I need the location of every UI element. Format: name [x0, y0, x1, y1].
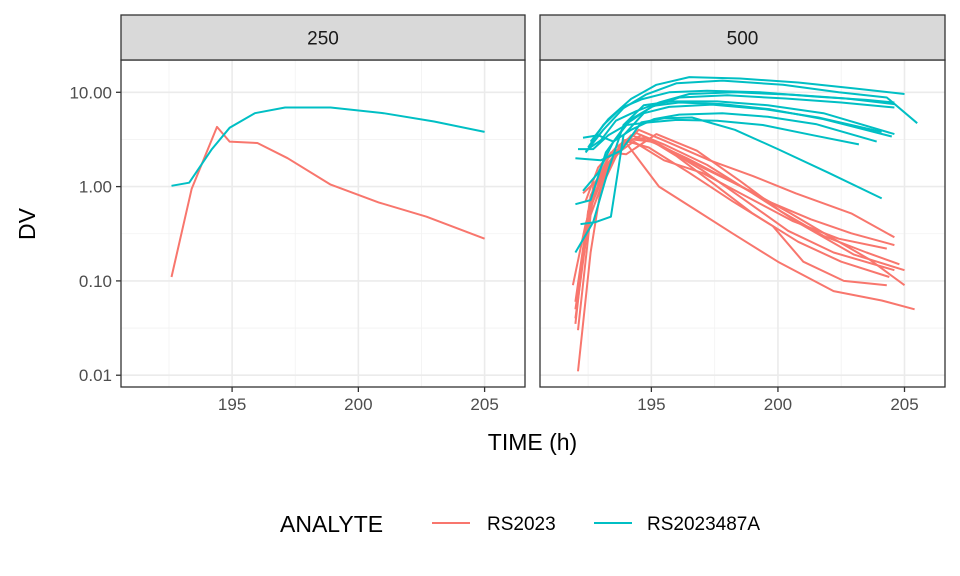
facet-strip: [539, 14, 946, 61]
series-line-rs2023487a: [582, 94, 895, 192]
x-axis-title: TIME (h): [488, 429, 577, 455]
x-tick-label: 195: [218, 395, 246, 414]
legend-label-rs2023487a: RS2023487A: [647, 514, 760, 535]
facet-strip-label: 250: [307, 29, 339, 50]
facet-strip: [120, 14, 526, 61]
series-line-rs2023: [571, 128, 895, 286]
panel-500: 500 195 200 205: [539, 14, 946, 414]
panel-series: [571, 76, 918, 372]
series-line-rs2023: [170, 125, 485, 278]
legend: ANALYTE RS2023 RS2023487A: [280, 511, 760, 537]
series-line-rs2023487a: [575, 116, 883, 200]
series-line-rs2023487a: [589, 76, 905, 143]
chart-panels: 250 195 200 205 0.01 0.10 1.00 10.00 500 195 200 20…: [69, 14, 946, 414]
y-tick-label: 1.00: [79, 178, 112, 197]
panel-250: 250 195 200 205 0.01 0.10 1.00 10.00: [69, 14, 526, 414]
x-tick-label: 200: [764, 395, 792, 414]
legend-title: ANALYTE: [280, 511, 383, 537]
legend-label-rs2023: RS2023: [487, 514, 556, 535]
panel-background: [121, 60, 525, 387]
series-line-rs2023: [574, 142, 915, 311]
series-line-rs2023487a: [578, 118, 860, 151]
series-line-rs2023487a: [580, 103, 882, 226]
x-tick-label: 205: [890, 395, 918, 414]
y-tick-label: 0.10: [79, 272, 112, 291]
series-line-rs2023487a: [584, 79, 918, 154]
y-tick-label: 0.01: [79, 366, 112, 385]
panel-series: [170, 106, 485, 278]
facet-strip-label: 500: [727, 29, 759, 50]
x-tick-label: 200: [344, 395, 372, 414]
x-tick-label: 205: [470, 395, 498, 414]
x-tick-label: 195: [637, 395, 665, 414]
series-line-rs2023487a: [582, 112, 877, 143]
panel-background: [540, 60, 945, 387]
series-line-rs2023487a: [171, 106, 485, 187]
series-line-rs2023: [577, 139, 887, 331]
y-tick-label: 10.00: [69, 83, 112, 102]
y-axis-title: DV: [14, 207, 40, 240]
series-line-rs2023: [579, 134, 906, 287]
